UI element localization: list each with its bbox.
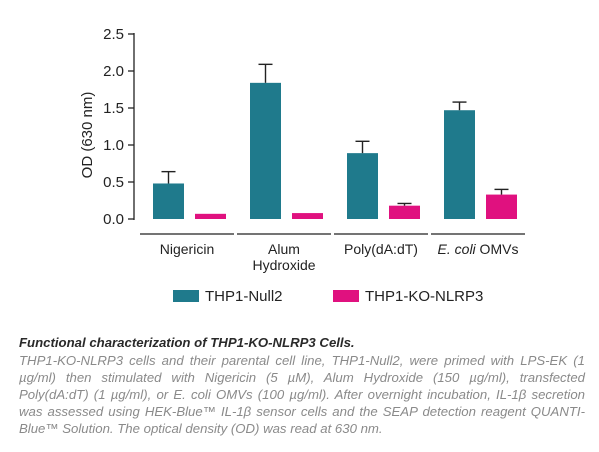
x-category-label-line2: Hydroxide <box>252 257 315 273</box>
y-tick-label: 2.5 <box>103 26 124 43</box>
bar-thp1-ko-nlrp3-2 <box>389 205 420 219</box>
x-category-label: Poly(dA:dT) <box>344 241 418 257</box>
x-category-label: E. coli OMVs <box>438 241 519 257</box>
bar-thp1-ko-nlrp3-1 <box>292 213 323 219</box>
bar-thp1-ko-nlrp3-3 <box>486 194 517 219</box>
y-tick-label: 0.5 <box>103 174 124 191</box>
bar-thp1-null2-0 <box>153 183 184 219</box>
bar-thp1-ko-nlrp3-0 <box>195 213 226 219</box>
bar-thp1-null2-1 <box>250 82 281 219</box>
x-category-label: Alum <box>268 241 300 257</box>
species-name: E. coli <box>438 241 477 257</box>
legend-label: THP1-KO-NLRP3 <box>365 288 483 305</box>
caption-body: THP1-KO-NLRP3 cells and their parental c… <box>19 353 585 436</box>
legend-label: THP1-Null2 <box>205 288 283 305</box>
bar-thp1-null2-2 <box>347 153 378 219</box>
bars <box>153 63 517 219</box>
y-tick-label: 1.0 <box>103 137 124 154</box>
y-tick-label: 0.0 <box>103 211 124 228</box>
caption-title: Functional characterization of THP1-KO-N… <box>19 335 355 350</box>
legend-swatch <box>333 290 359 302</box>
figure-caption: Functional characterization of THP1-KO-N… <box>19 334 585 437</box>
bar-thp1-null2-3 <box>444 110 475 219</box>
category-suffix: OMVs <box>476 241 519 257</box>
y-tick-label: 2.0 <box>103 63 124 80</box>
y-axis-label: OD (630 nm) <box>79 92 96 179</box>
legend-swatch <box>173 290 199 302</box>
y-tick-label: 1.5 <box>103 100 124 117</box>
legend: THP1-Null2 THP1-KO-NLRP3 <box>173 288 483 305</box>
axes: 0.0 0.5 1.0 1.5 2.0 2.5 <box>103 26 525 235</box>
x-category-label: Nigericin <box>160 241 214 257</box>
od-bar-chart: 0.0 0.5 1.0 1.5 2.0 2.5 Nigericin AlumHydroxid… <box>79 26 525 305</box>
